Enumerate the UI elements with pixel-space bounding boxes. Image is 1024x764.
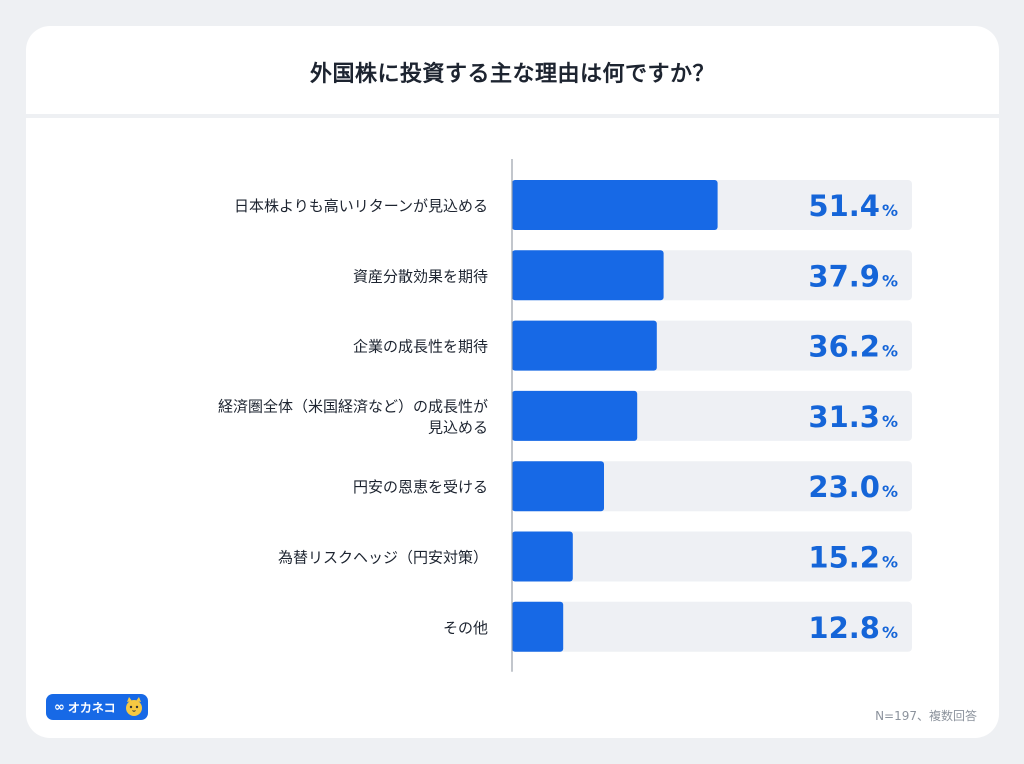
okaneko-logo: ∞ オカネコ (46, 694, 148, 720)
bar-track (512, 531, 912, 582)
category-label: 資産分散効果を期待 (353, 267, 488, 285)
data-label-unit: % (882, 412, 898, 431)
bar-track (512, 601, 912, 652)
category-label: 経済圏全体（米国経済など）の成長性が見込める (218, 397, 488, 436)
bar (512, 390, 638, 441)
data-label-unit: % (882, 201, 898, 220)
bar (512, 531, 573, 582)
bar (512, 250, 664, 301)
bar (512, 601, 564, 652)
category-label-line: 円安の恩恵を受ける (353, 478, 488, 496)
data-label-unit: % (882, 482, 898, 501)
category-label: 日本株よりも高いリターンが見込める (234, 197, 488, 215)
category-label-line: 為替リスクヘッジ（円安対策） (278, 549, 488, 567)
bar-track (512, 461, 912, 512)
infinity-icon: ∞ (54, 699, 65, 715)
bar-chart: 51.4 % 日本株よりも高いリターンが見込める 37.9 % 資産分散効果を期待 36.2… (218, 159, 912, 672)
category-label-line: 資産分散効果を期待 (353, 267, 488, 285)
bar (512, 180, 718, 230)
bar (512, 320, 657, 371)
title-divider (26, 114, 999, 118)
data-label: 23.0% (808, 470, 898, 504)
data-label-unit: % (882, 342, 898, 361)
sample-note: N=197、複数回答 (875, 709, 977, 723)
category-label: 円安の恩恵を受ける (353, 478, 488, 496)
chart-title: 外国株に投資する主な理由は何ですか？ (309, 62, 715, 87)
data-label-value: 15.2 (808, 541, 880, 575)
data-label-value: 23.0 (808, 470, 880, 504)
data-label-unit: % (882, 623, 898, 642)
category-label-line: 経済圏全体（米国経済など）の成長性が (218, 397, 488, 415)
data-label: 36.2% (808, 330, 898, 364)
category-label-line: その他 (443, 619, 488, 637)
chart-card: 外国株に投資する主な理由は何ですか？ 51.4% 日本株よりも高いリターンが見込め… (26, 26, 999, 738)
category-label: その他 (443, 619, 488, 637)
cat-mascot-icon (126, 697, 142, 716)
data-label: 12.8% (808, 611, 898, 645)
category-label-line: 見込める (428, 418, 488, 436)
data-label-value: 12.8 (808, 611, 880, 645)
data-label-value: 31.3 (808, 400, 880, 434)
data-label: 37.9% (808, 259, 898, 293)
category-label-line: 企業の成長性を期待 (353, 338, 488, 356)
data-label: 31.3% (808, 400, 898, 434)
data-label: 51.4% (808, 189, 898, 223)
bar (512, 461, 604, 512)
data-label: 15.2% (808, 541, 898, 575)
category-label: 企業の成長性を期待 (353, 338, 488, 356)
data-label-value: 37.9 (808, 259, 880, 293)
data-label-unit: % (882, 553, 898, 572)
data-label-value: 36.2 (808, 330, 880, 364)
data-label-unit: % (882, 271, 898, 290)
category-label: 為替リスクヘッジ（円安対策） (278, 549, 488, 567)
category-label-line: 日本株よりも高いリターンが見込める (234, 197, 488, 215)
logo-text: オカネコ (67, 700, 116, 715)
data-label-value: 51.4 (808, 189, 880, 223)
